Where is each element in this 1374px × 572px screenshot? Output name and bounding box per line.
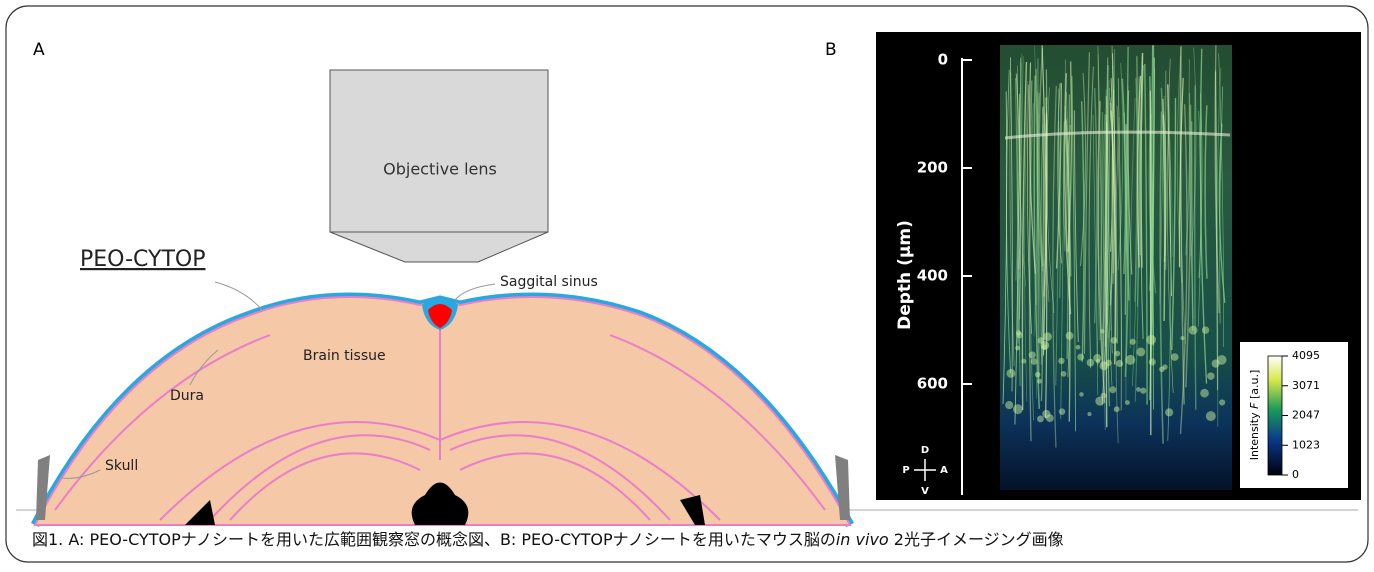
soma [1146,335,1156,345]
soma [1115,351,1121,357]
soma [1093,354,1101,362]
soma [1125,400,1130,405]
colorbar-tick-label: 1023 [1292,438,1320,451]
tissue-label: Brain tissue [303,348,386,364]
objective-label: Objective lens [383,160,497,179]
soma [1189,326,1198,335]
sinus-label: Saggital sinus [500,274,598,290]
dura-label: Dura [170,388,204,404]
soma [1066,332,1074,340]
soma [1140,388,1146,394]
orientation-label: A [940,465,948,476]
y-tick-label: 0 [938,51,948,69]
soma [1149,358,1156,365]
soma [1043,332,1052,341]
soma [1046,414,1054,422]
soma [1217,355,1227,365]
window-label: PEO-CYTOP [80,247,205,272]
soma [1114,406,1120,412]
y-tick-label: 600 [917,375,948,393]
soma [1165,408,1173,416]
soma [1077,354,1084,361]
soma [1171,353,1179,361]
soma [1110,337,1117,344]
soma [1130,339,1136,345]
soma [1037,379,1042,384]
y-axis-label: Depth (µm) [895,220,915,330]
soma [1015,346,1020,351]
colorbar-tick-label: 0 [1292,468,1299,481]
panel-label: A [33,40,45,60]
soma [1109,386,1116,393]
soma [1006,369,1015,378]
orientation-label: P [902,465,909,476]
soma [1079,392,1083,396]
orientation-label: V [921,486,929,497]
soma [1035,372,1041,378]
soma [1200,389,1209,398]
soma [1136,348,1145,357]
figure: A Objective lens PEO-CYTOP Saggital sinu… [0,0,1374,568]
soma [1005,401,1013,409]
soma [1180,336,1184,340]
soma [1021,359,1026,364]
soma [1100,329,1104,333]
colorbar-tick-label: 4095 [1292,349,1320,362]
colorbar-label: Intensity F [a.u.] [1248,370,1261,461]
soma [1207,372,1215,380]
soma [1029,351,1036,358]
orientation-label: D [921,445,929,456]
panel-label: B [825,40,837,60]
soma [1076,345,1081,350]
soma [1095,396,1104,405]
soma [1061,371,1067,377]
soma [1105,360,1112,367]
soma [1013,404,1023,414]
objective-body [330,70,548,232]
soma [1016,332,1022,338]
soma [1038,337,1045,344]
soma [1162,364,1167,369]
soma [1116,360,1123,367]
soma [1202,326,1209,333]
y-tick-label: 400 [917,267,948,285]
soma [1136,387,1141,392]
soma [1059,408,1065,414]
soma [1087,412,1091,416]
soma [1206,411,1216,421]
colorbar [1268,356,1282,475]
soma [1037,415,1044,422]
colorbar-tick-label: 3071 [1292,379,1320,392]
soma [1219,399,1225,405]
soma [1031,358,1038,365]
fiber [1150,91,1151,435]
colorbar-tick-label: 2047 [1292,409,1320,422]
caption: 図1. A: PEO-CYTOPナノシートを用いた広範囲観察窓の概念図、B: P… [32,530,1064,549]
skull-label: Skull [105,458,138,474]
y-tick-label: 200 [917,159,948,177]
soma [1058,358,1064,364]
soma [1087,359,1095,367]
soma [1125,355,1135,365]
